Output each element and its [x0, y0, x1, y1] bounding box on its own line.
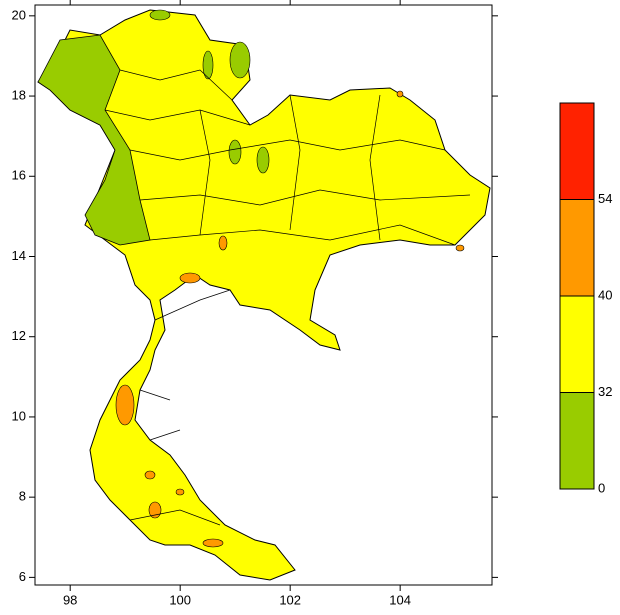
y-tick-label: 6 — [19, 569, 26, 584]
y-tick-label: 8 — [19, 489, 26, 504]
orange-patch — [115, 384, 135, 426]
colorbar-segment — [559, 102, 595, 200]
y-tick-label: 12 — [12, 328, 26, 343]
y-tick-label: 18 — [12, 87, 26, 102]
green-patch — [229, 41, 251, 79]
orange-patch — [202, 538, 224, 548]
green-patch — [202, 50, 214, 80]
land-green — [37, 34, 151, 246]
green-patch — [149, 9, 171, 21]
y-tick-label: 10 — [12, 408, 26, 423]
colorbar-segment — [559, 295, 595, 393]
orange-patch — [148, 501, 162, 519]
colorbar-segment — [559, 392, 595, 490]
orange-patch — [179, 272, 201, 284]
y-tick-label: 14 — [12, 248, 26, 263]
orange-patch — [218, 235, 228, 251]
orange-patch — [175, 488, 185, 496]
x-tick-label: 102 — [279, 592, 301, 607]
orange-patch — [396, 90, 404, 98]
orange-patch — [455, 244, 465, 252]
green-patch — [228, 139, 242, 165]
colorbar-label: 54 — [598, 191, 612, 206]
orange-patch — [144, 470, 156, 480]
colorbar-segment — [559, 199, 595, 297]
green-patch — [256, 146, 270, 174]
colorbar-label: 40 — [598, 287, 612, 302]
map-land — [37, 9, 491, 581]
colorbar-label: 32 — [598, 384, 612, 399]
land-yellow — [37, 9, 491, 581]
y-tick-label: 16 — [12, 168, 26, 183]
x-tick-label: 100 — [169, 592, 191, 607]
map-frame — [34, 4, 493, 586]
x-tick-label: 98 — [63, 592, 77, 607]
colorbar-label: 0 — [598, 480, 605, 495]
province-borders — [104, 69, 471, 526]
y-tick-label: 20 — [12, 7, 26, 22]
x-tick-label: 104 — [389, 592, 411, 607]
